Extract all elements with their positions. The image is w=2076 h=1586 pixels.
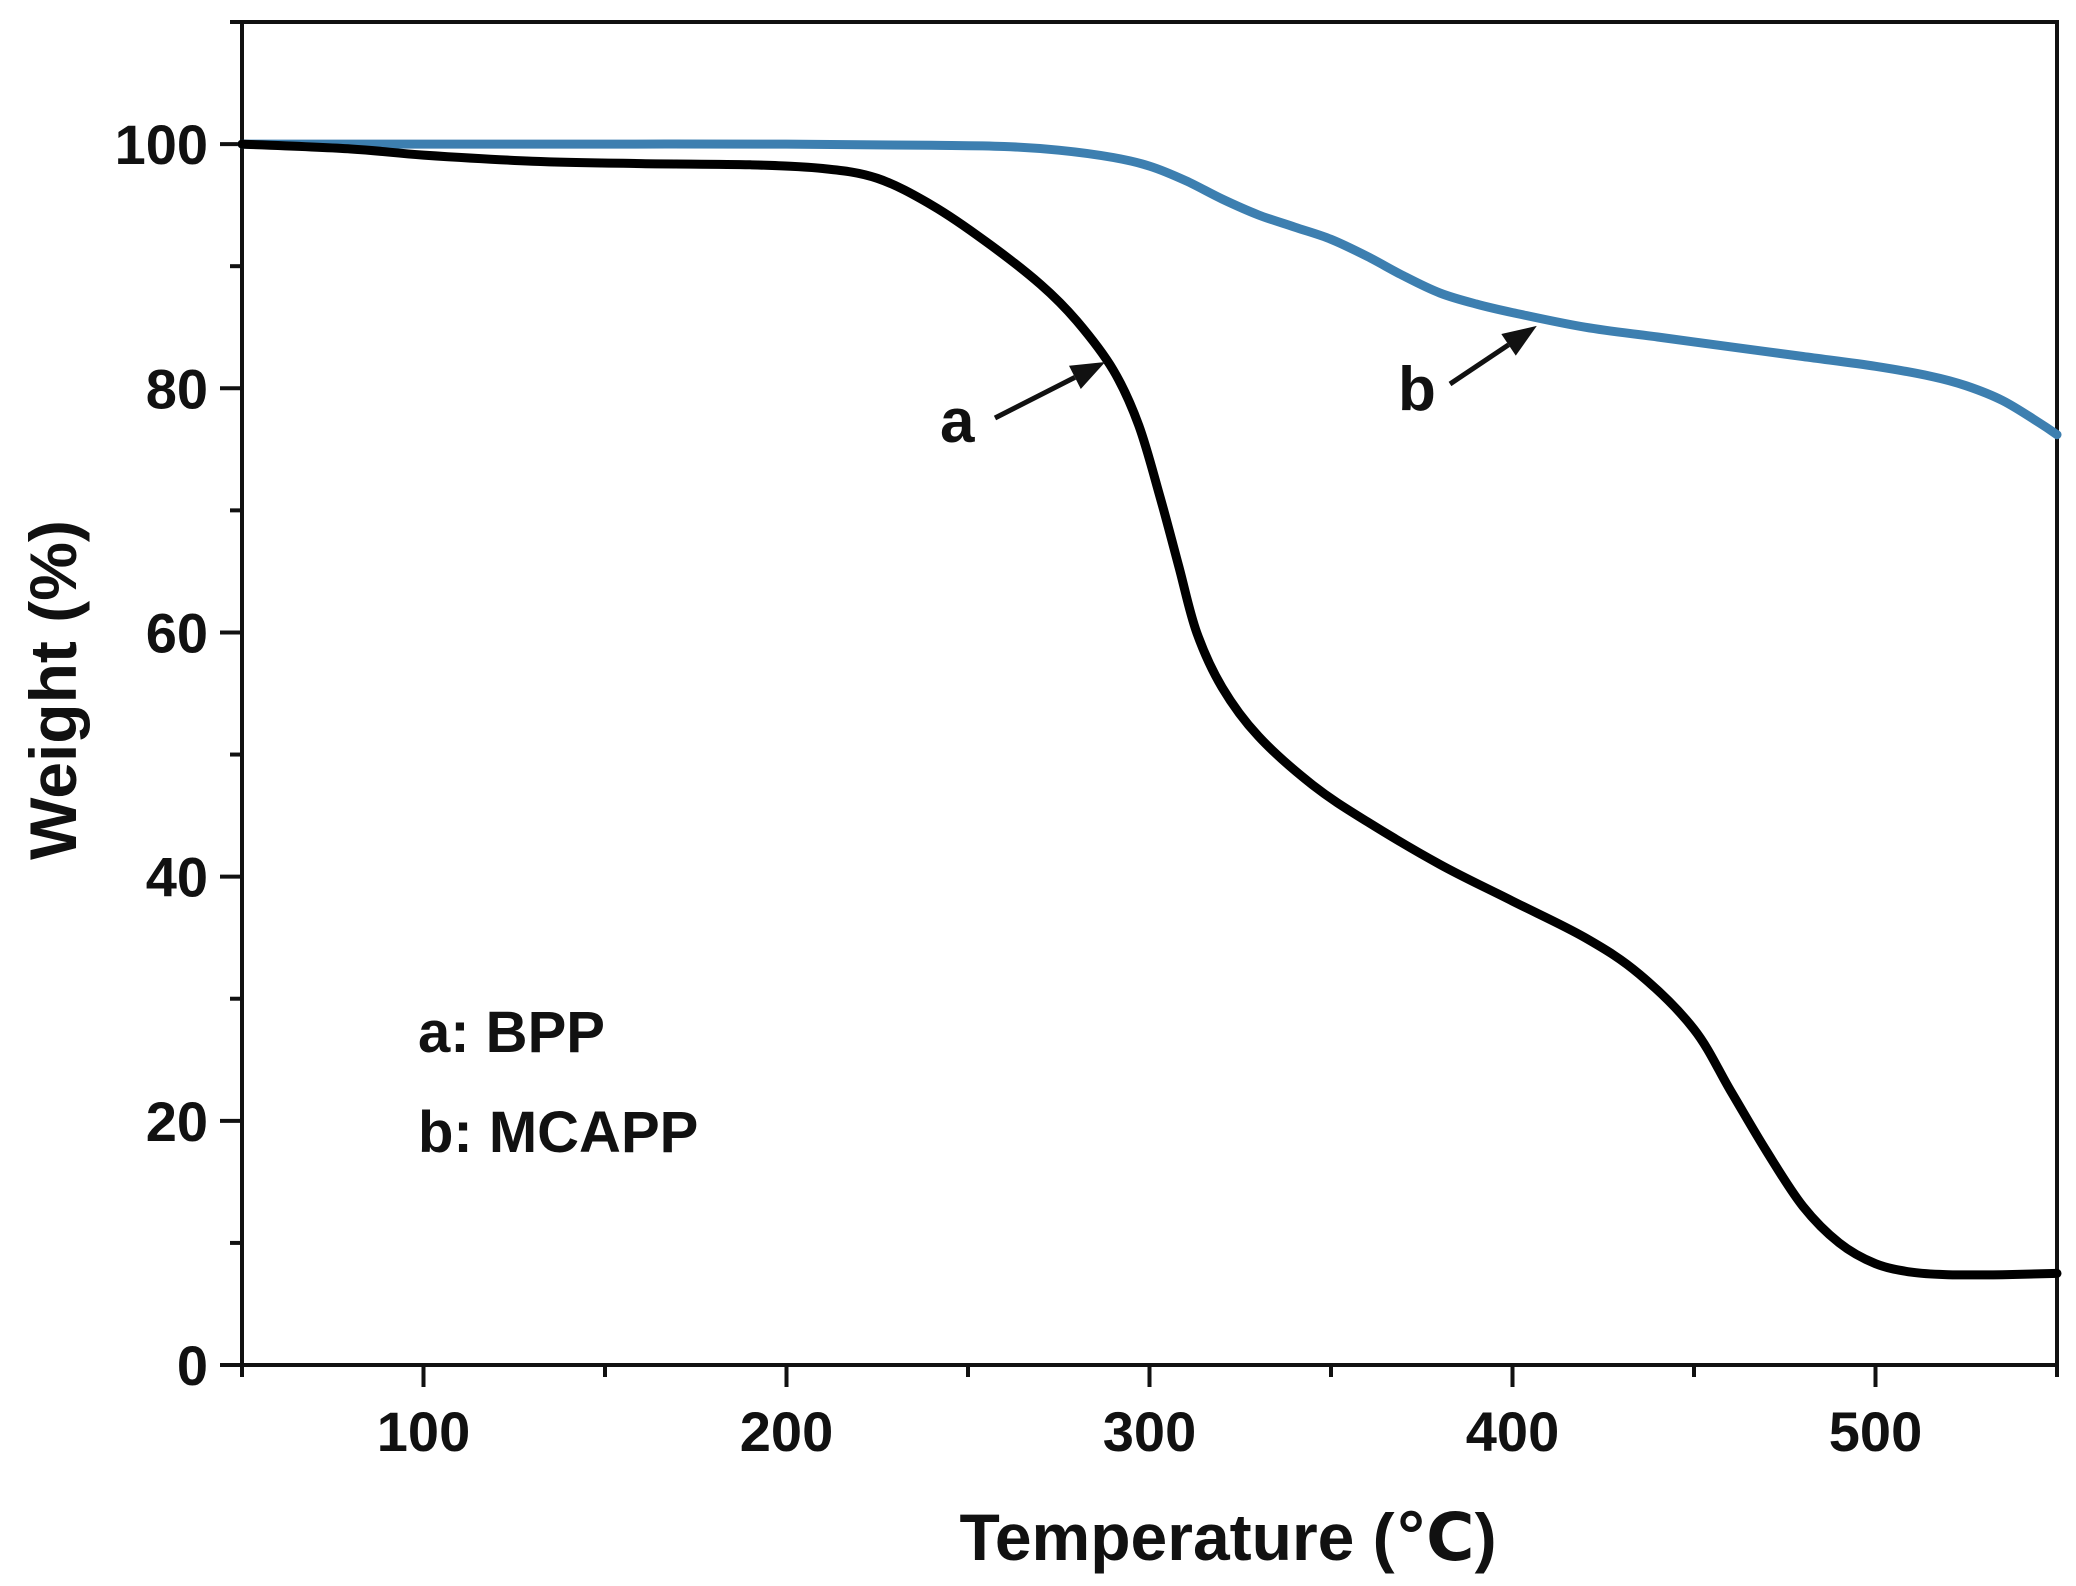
- x-tick-label: 400: [1466, 1400, 1559, 1463]
- annotation-arrow-b-shaft: [1448, 342, 1510, 387]
- annotation-label-b: b: [1398, 355, 1436, 424]
- series-line-a: [237, 139, 2062, 1280]
- minor-ticks: [230, 20, 2059, 1377]
- y-tick-label: 0: [177, 1334, 208, 1397]
- y-tick-label: 40: [146, 846, 208, 909]
- x-tick-label: 500: [1829, 1400, 1922, 1463]
- annotation-arrow-b-head: [1501, 325, 1537, 356]
- y-tick-label: 100: [115, 113, 208, 176]
- tick-labels: 100 200 300 400 500 0 20 40 60 80 100: [115, 113, 1923, 1463]
- y-axis-title: Weight (%): [16, 520, 90, 860]
- y-tick-label: 80: [146, 357, 208, 420]
- annotation-arrow-a: [993, 361, 1106, 421]
- legend-entry-b: b: MCAPP: [418, 1100, 698, 1165]
- annotation-arrow-b: [1448, 325, 1537, 387]
- series-layer: [237, 139, 2062, 1280]
- series-line-b: [237, 139, 2062, 440]
- annotation-arrow-a-shaft: [993, 375, 1077, 421]
- legend-entry-a: a: BPP: [418, 1000, 605, 1065]
- y-tick-label: 20: [146, 1090, 208, 1153]
- x-tick-label: 100: [377, 1400, 470, 1463]
- x-tick-label: 200: [740, 1400, 833, 1463]
- x-tick-label: 300: [1103, 1400, 1196, 1463]
- annotation-label-a: a: [940, 387, 975, 456]
- y-tick-label: 60: [146, 601, 208, 664]
- major-ticks: [220, 142, 1878, 1387]
- annotation-arrow-a-head: [1069, 361, 1106, 389]
- x-axis-title: Temperature (℃): [959, 1500, 1496, 1574]
